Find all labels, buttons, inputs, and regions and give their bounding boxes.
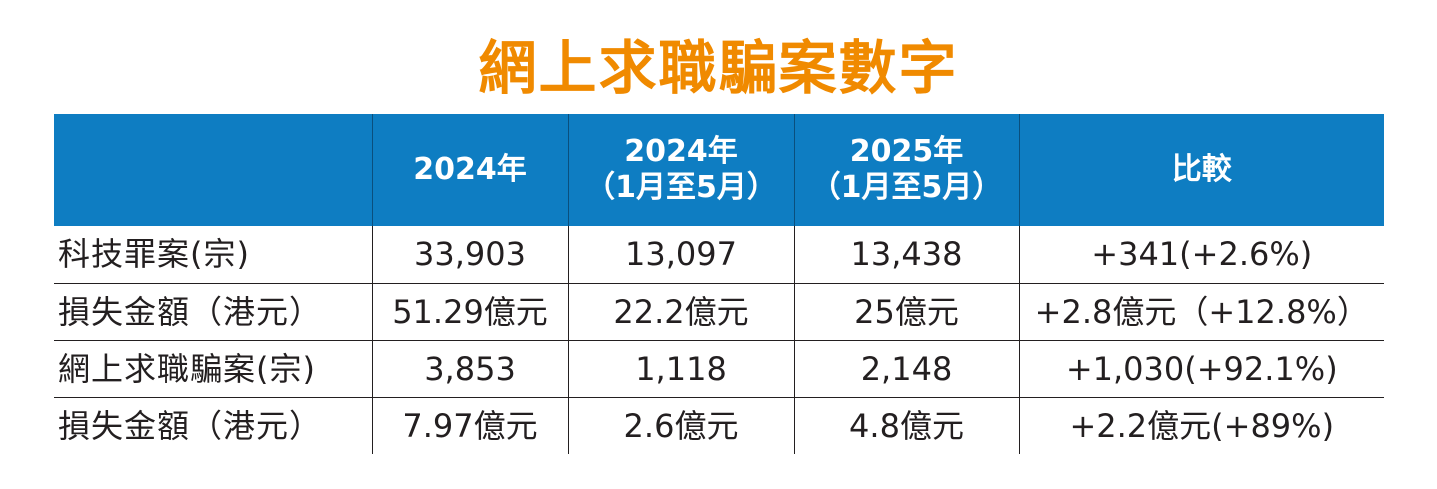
table-row: 網上求職騙案(宗) 3,853 1,118 2,148 +1,030(+92.1…: [54, 339, 1384, 397]
table-cell: +2.2億元(+89%): [1018, 396, 1384, 454]
header-cell-comparison: 比較: [1018, 114, 1384, 226]
table-cell: 1,118: [567, 339, 794, 397]
table-cell: 51.29億元: [371, 282, 568, 340]
header-cell-blank: [54, 114, 372, 226]
table-cell: 3,853: [371, 339, 568, 397]
header-line: 比較: [1171, 152, 1232, 187]
table-cell: 7.97億元: [371, 396, 568, 454]
row-label: 科技罪案(宗): [58, 235, 250, 274]
header-subline: （1月至5月）: [585, 170, 777, 205]
row-label: 網上求職騙案(宗): [54, 339, 372, 397]
header-subline: （1月至5月）: [810, 170, 1003, 205]
table-cell: 4.8億元: [793, 396, 1019, 454]
table-cell: +2.8億元（+12.8%）: [1018, 282, 1384, 340]
header-cell-2025-jan-may: 2025年 （1月至5月）: [793, 114, 1019, 226]
row-label: 損失金額（港元）: [54, 282, 372, 340]
table-row: 損失金額（港元） 7.97億元 2.6億元 4.8億元 +2.2億元(+89%): [54, 396, 1384, 454]
table-row: 損失金額（港元） 51.29億元 22.2億元 25億元 +2.8億元（+12.…: [54, 282, 1384, 340]
table-cell: +1,030(+92.1%): [1018, 339, 1384, 397]
header-cell-2024-jan-may: 2024年 （1月至5月）: [567, 114, 794, 226]
table-cell: 13,097: [567, 226, 794, 283]
header-line: 2024年: [624, 134, 738, 169]
row-label: 損失金額（港元）: [54, 396, 372, 454]
header-line: 2024年: [413, 152, 527, 187]
data-table: 2024年 2024年 （1月至5月） 2025年 （1月至5月） 比較 科技罪…: [54, 114, 1384, 454]
table-cell: 13,438: [793, 226, 1019, 283]
table-cell: +341(+2.6%): [1018, 226, 1384, 283]
table-cell: 33,903: [371, 226, 568, 283]
table-row: 科技罪案(宗) 33,903 13,097 13,438 +341(+2.6%): [54, 226, 1384, 283]
table-cell: 2.6億元: [567, 396, 794, 454]
table-cell: 22.2億元: [567, 282, 794, 340]
header-line: 2025年: [849, 134, 964, 169]
chart-title: 網上求職騙案數字: [478, 34, 959, 102]
header-row: 2024年 2024年 （1月至5月） 2025年 （1月至5月） 比較: [54, 114, 1384, 226]
table-cell: 25億元: [793, 282, 1019, 340]
table-cell: 2,148: [793, 339, 1019, 397]
header-cell-2024: 2024年: [371, 114, 568, 226]
